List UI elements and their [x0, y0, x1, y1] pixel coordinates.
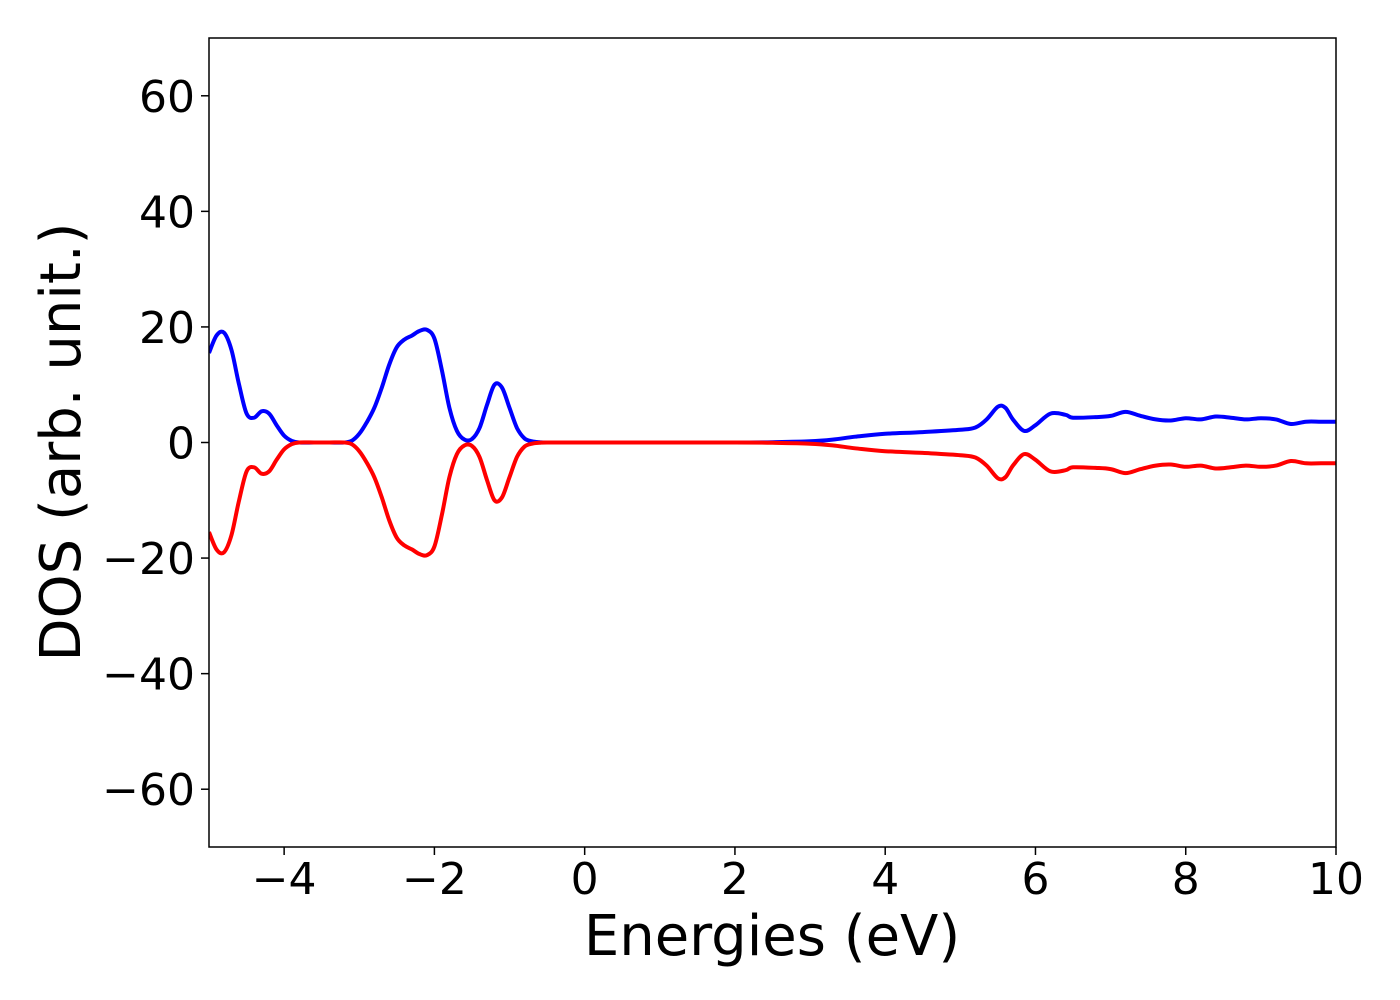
y-tick-label: 40 [139, 187, 195, 238]
y-tick-label: −20 [102, 534, 195, 585]
x-tick-label: 2 [721, 854, 749, 905]
x-tick-label: 0 [571, 854, 599, 905]
x-tick-label: 10 [1308, 854, 1364, 905]
x-axis: −4 −2 0 2 4 6 8 10 [252, 847, 1364, 905]
x-axis-label: Energies (eV) [584, 904, 960, 969]
x-tick-label: −2 [402, 854, 467, 905]
y-tick-label: 0 [167, 419, 195, 470]
x-tick-label: 6 [1021, 854, 1049, 905]
y-tick-label: −40 [102, 650, 195, 701]
series-line-1 [209, 327, 1336, 445]
y-axis: −60 −40 −20 0 20 40 60 [102, 72, 209, 816]
y-tick-label: 60 [139, 72, 195, 123]
x-tick-label: 4 [871, 854, 899, 905]
x-tick-label: −4 [252, 854, 317, 905]
series-line-2 [209, 440, 1336, 558]
x-tick-label: 8 [1172, 854, 1200, 905]
y-axis-label: DOS (arb. unit.) [29, 222, 94, 661]
y-tick-label: −60 [102, 765, 195, 816]
series-layer [209, 327, 1336, 558]
y-tick-label: 20 [139, 303, 195, 354]
